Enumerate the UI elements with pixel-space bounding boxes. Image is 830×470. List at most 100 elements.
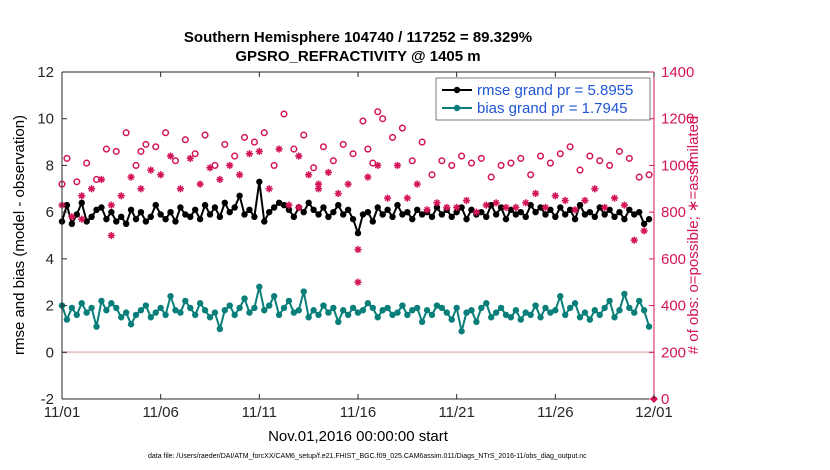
assimilated-obs-point [305, 171, 313, 179]
assimilated-obs-point [117, 192, 125, 200]
bias-point [122, 309, 130, 316]
assimilated-obs-point [522, 199, 530, 207]
possible-obs-point [290, 145, 298, 153]
possible-obs-point [448, 161, 456, 169]
rmse-point [458, 204, 465, 211]
possible-obs-point [517, 154, 525, 162]
rmse-point [359, 211, 367, 218]
assimilated-obs-point [275, 145, 283, 153]
assimilated-obs-point [393, 161, 402, 170]
rmse-point [601, 211, 608, 218]
rmse-point [241, 211, 248, 218]
possible-obs-point [112, 147, 120, 155]
possible-obs-point [507, 159, 515, 167]
bias-point [266, 302, 273, 309]
rmse-point [502, 215, 510, 223]
possible-obs-point [645, 171, 653, 179]
rmse-point [557, 204, 564, 211]
bias-point [394, 309, 401, 316]
rmse-point [631, 211, 638, 218]
assimilated-obs-point [255, 147, 263, 156]
possible-obs-point [374, 108, 382, 116]
assimilated-obs-point [137, 185, 145, 193]
bias-point [631, 309, 638, 316]
assimilated-obs-point [591, 185, 599, 193]
y-right-tick-label: 800 [661, 204, 686, 221]
possible-obs-point [162, 129, 170, 137]
assimilated-obs-point [384, 194, 392, 202]
bias-point [636, 297, 643, 305]
bias-point [522, 309, 529, 316]
rmse-point [438, 211, 446, 218]
assimilated-obs-point [354, 245, 362, 254]
assimilated-obs-point [551, 192, 559, 200]
legend-rmse-marker [453, 86, 461, 94]
rmse-point [428, 213, 436, 221]
bias-point [581, 309, 589, 316]
bias-point [192, 311, 199, 319]
rmse-point [118, 213, 125, 221]
rmse-point [394, 201, 401, 209]
x-axis-label: Nov.01,2016 00:00:00 start [268, 428, 449, 445]
y-axis-label-right: # of obs: o=possible; ∗=assimilated [685, 116, 702, 355]
rmse-point [78, 199, 85, 206]
rmse-point [325, 213, 332, 221]
bias-point [349, 304, 357, 312]
rmse-point [182, 211, 189, 218]
bias-point [389, 311, 396, 319]
y-right-tick-label: 600 [661, 251, 686, 268]
possible-obs-point [566, 143, 574, 151]
bias-point [182, 297, 189, 305]
y-tick-label: 10 [37, 111, 54, 128]
possible-obs-point [300, 131, 308, 139]
bias-point [404, 311, 411, 319]
rmse-point [320, 204, 327, 211]
rmse-point [108, 208, 115, 216]
possible-obs-point [615, 147, 624, 155]
plot-area [58, 72, 658, 403]
assimilated-obs-point [561, 196, 569, 205]
bias-point [616, 307, 623, 314]
bias-point [379, 307, 386, 314]
bias-point [488, 314, 495, 321]
bias-point [251, 304, 258, 312]
y-tick-label: 12 [37, 64, 54, 81]
rmse-point [354, 229, 362, 237]
rmse-point [196, 215, 204, 223]
assimilated-obs-point [226, 161, 234, 170]
possible-obs-point [364, 145, 372, 153]
possible-obs-point [556, 150, 564, 158]
possible-obs-point [122, 129, 130, 137]
bias-point [315, 311, 322, 319]
bias-point [132, 311, 140, 319]
bias-point [330, 304, 337, 312]
assimilated-obs-point [610, 194, 619, 202]
assimilated-obs-point [147, 166, 155, 174]
x-ticks: 11/01 11/06 11/11 11/16 11/21 11/26 12/01 [44, 72, 673, 421]
bias-point [409, 307, 416, 314]
y-tick-label: 6 [46, 204, 54, 221]
bias-point [621, 290, 628, 298]
data-file-footnote: data file: /Users/raeder/DAI/ATM_forcXX/… [148, 453, 587, 460]
rmse-point [389, 213, 396, 221]
rmse-point [177, 204, 184, 211]
assimilated-obs-point [433, 199, 441, 207]
possible-obs-point [240, 133, 249, 141]
bias-point [606, 297, 613, 305]
rmse-point [335, 201, 342, 209]
bias-point [640, 307, 648, 314]
bias-point [369, 304, 376, 312]
bias-point [463, 309, 470, 316]
assimilated-obs-point [295, 203, 303, 212]
x-tick-label: 11/11 [242, 404, 277, 421]
bias-point [270, 293, 278, 300]
possible-obs-point [527, 171, 535, 179]
y-right-tick-label: 0 [661, 391, 669, 408]
possible-obs-point [102, 145, 110, 153]
possible-obs-point [586, 152, 594, 160]
possible-obs-point [250, 138, 258, 146]
y-right-tick-label: 1400 [661, 64, 694, 81]
bias-point [256, 283, 263, 291]
bias-point [118, 314, 125, 321]
